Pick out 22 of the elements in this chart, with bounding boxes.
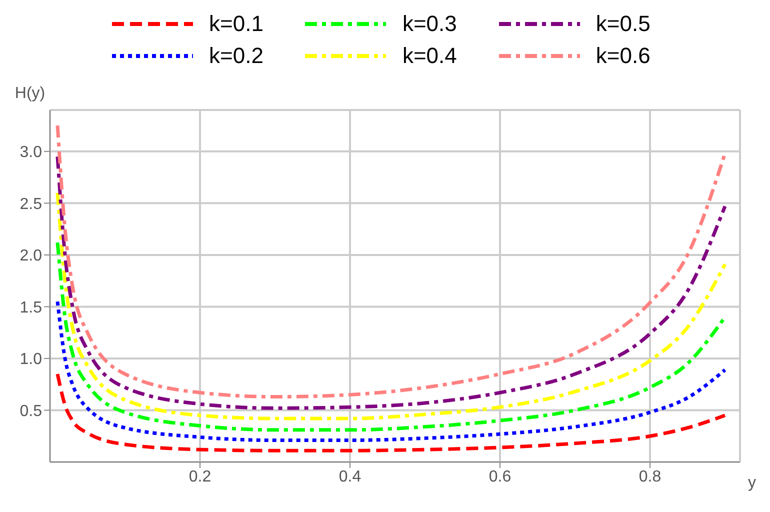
legend-label: k=0.6 (596, 43, 650, 69)
x-tick-label: 0.8 (638, 468, 662, 486)
y-axis-title: H(y) (14, 85, 46, 102)
x-tick-label: 0.2 (188, 468, 212, 486)
x-tick-label: 0.4 (338, 468, 362, 486)
y-tick-label: 3.0 (20, 144, 42, 162)
legend-label: k=0.3 (402, 11, 457, 37)
legend-label: k=0.5 (596, 11, 650, 37)
y-tick-label: 0.5 (20, 402, 42, 420)
line-series (56, 372, 727, 452)
y-tick-label: 2.5 (20, 196, 42, 213)
line-series (56, 300, 727, 442)
line-series (56, 191, 727, 420)
line-series (56, 240, 727, 432)
x-tick-label: 0.6 (488, 468, 512, 486)
y-tick-label: 2.0 (20, 248, 42, 265)
y-tick-label: 1.0 (20, 351, 42, 368)
y-tick-label: 1.5 (20, 299, 42, 316)
legend-label: k=0.2 (209, 43, 264, 69)
x-axis-title: y (748, 474, 756, 492)
legend-label: k=0.1 (209, 11, 264, 37)
legend-label: k=0.4 (402, 43, 457, 69)
